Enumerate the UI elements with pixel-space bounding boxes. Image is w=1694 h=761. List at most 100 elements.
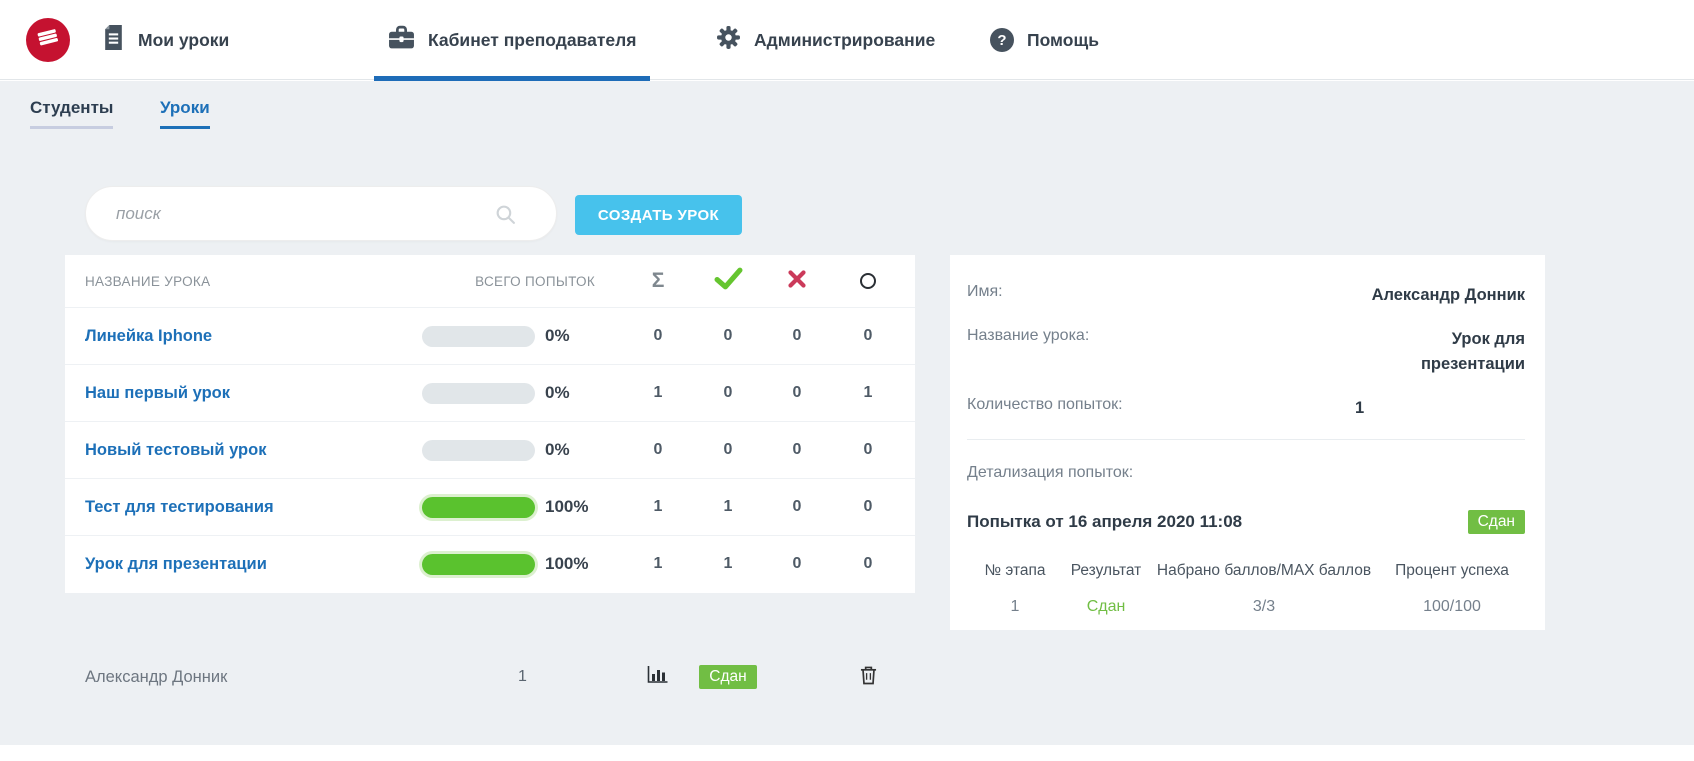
nav-tab-label: Кабинет преподавателя [428, 29, 637, 50]
nav-tab-administration[interactable]: Администрирование [716, 0, 935, 80]
failed-count: 0 [792, 555, 802, 572]
result-value: Сдан [1086, 598, 1126, 616]
detail-table-row: 1 Сдан 3/3 100/100 [967, 598, 1525, 616]
book-stack-icon [35, 25, 61, 56]
pending-count: 0 [863, 498, 873, 515]
lesson-link[interactable]: Линейка Iphone [85, 326, 213, 345]
pending-count: 0 [863, 441, 873, 458]
student-attempt-count: 1 [518, 668, 527, 685]
lesson-link[interactable]: Наш первый урок [85, 383, 230, 402]
total-count: 1 [653, 384, 663, 401]
student-name: Александр Донник [85, 667, 228, 686]
table-row: Урок для презентации 100% 1 1 0 0 [65, 535, 915, 592]
app-logo[interactable] [26, 18, 70, 62]
lessons-table: НАЗВАНИЕ УРОКА ВСЕГО ПОПЫТОК Σ Линейка I… [65, 255, 915, 593]
name-value: Александр Донник [1371, 286, 1525, 304]
top-navigation-bar: Мои уроки Кабинет преподавателя Админист… [0, 0, 1694, 81]
search-input[interactable] [86, 187, 556, 240]
info-row-lesson: Название урока: Урок для презентации [967, 327, 1525, 378]
nav-tab-label: Администрирование [754, 29, 936, 50]
success-value: 100/100 [1423, 598, 1481, 616]
lesson-label: Название урока: [967, 326, 1090, 344]
search-icon [495, 204, 516, 230]
table-row: Наш первый урок 0% 1 0 0 1 [65, 364, 915, 421]
failed-count: 0 [792, 384, 802, 401]
nav-tab-label: Помощь [1027, 29, 1099, 50]
pending-count: 1 [863, 384, 873, 401]
briefcase-icon [388, 25, 415, 55]
attempt-title: Попытка от 16 апреля 2020 11:08 [967, 512, 1243, 532]
progress-percent: 100% [545, 554, 589, 573]
bar-chart-icon[interactable] [647, 665, 669, 689]
nav-tab-my-lessons[interactable]: Мои уроки [102, 0, 229, 80]
column-header-stage: № этапа [984, 562, 1046, 580]
question-circle-icon: ? [990, 28, 1014, 52]
check-icon [714, 267, 743, 295]
stage-value: 1 [1010, 598, 1020, 616]
column-header-score: Набрано баллов/MAX баллов [1156, 562, 1372, 580]
passed-count: 1 [723, 555, 733, 572]
tab-students[interactable]: Студенты [30, 98, 114, 129]
info-row-attempts: Количество попыток: 1 [967, 396, 1525, 422]
detail-section-label: Детализация попыток: [967, 464, 1134, 482]
score-value: 3/3 [1252, 598, 1276, 616]
sigma-icon: Σ [651, 269, 665, 292]
pending-count: 0 [863, 555, 873, 572]
nav-tab-help[interactable]: ? Помощь [990, 0, 1099, 80]
create-lesson-button[interactable]: СОЗДАТЬ УРОК [575, 195, 742, 235]
failed-count: 0 [792, 498, 802, 515]
nav-tab-teacher-cabinet[interactable]: Кабинет преподавателя [373, 0, 651, 81]
progress-percent: 0% [545, 383, 570, 402]
lesson-link[interactable]: Новый тестовый урок [85, 440, 267, 459]
attempts-value: 1 [1355, 398, 1365, 417]
progress-bar [422, 553, 535, 575]
table-row: Новый тестовый урок 0% 0 0 0 0 [65, 421, 915, 478]
lesson-link[interactable]: Урок для презентации [85, 554, 267, 573]
progress-percent: 100% [545, 497, 589, 516]
detail-table-header: № этапа Результат Набрано баллов/MAX бал… [967, 562, 1525, 580]
table-row: Тест для тестирования 100% 1 1 0 0 [65, 478, 915, 535]
progress-bar [422, 382, 535, 404]
progress-percent: 0% [545, 326, 570, 345]
tab-label: Уроки [160, 98, 210, 117]
progress-bar [422, 439, 535, 461]
total-count: 1 [653, 555, 663, 572]
attempt-status-badge: Сдан [1467, 510, 1525, 535]
total-count: 1 [653, 498, 663, 515]
info-row-name: Имя: Александр Донник [967, 283, 1525, 309]
lesson-link[interactable]: Тест для тестирования [85, 497, 274, 516]
lesson-value: Урок для презентации [1420, 329, 1525, 374]
progress-percent: 0% [545, 440, 570, 459]
x-mark-icon [787, 269, 807, 294]
passed-count: 0 [723, 384, 733, 401]
total-count: 0 [653, 441, 663, 458]
tab-label: Студенты [30, 98, 114, 117]
passed-count: 0 [723, 441, 733, 458]
name-label: Имя: [967, 283, 1003, 300]
circle-outline-icon [860, 273, 876, 289]
column-header-lesson-name: НАЗВАНИЕ УРОКА [85, 273, 211, 289]
passed-count: 0 [723, 327, 733, 344]
attempt-header-row: Попытка от 16 апреля 2020 11:08 Сдан [967, 510, 1525, 535]
divider [967, 439, 1525, 441]
nav-tab-label: Мои уроки [138, 29, 230, 50]
total-count: 0 [653, 327, 663, 344]
document-icon [102, 24, 125, 56]
gear-icon [716, 25, 741, 55]
student-attempt-row: Александр Донник 1 Сдан [65, 655, 915, 699]
table-header-row: НАЗВАНИЕ УРОКА ВСЕГО ПОПЫТОК Σ [65, 255, 915, 307]
column-header-total-attempts: ВСЕГО ПОПЫТОК [475, 273, 595, 289]
tab-lessons[interactable]: Уроки [160, 98, 210, 129]
failed-count: 0 [792, 441, 802, 458]
column-header-success: Процент успеха [1395, 562, 1509, 580]
attempt-details-panel: Имя: Александр Донник Название урока: Ур… [950, 255, 1545, 630]
progress-bar [422, 496, 535, 518]
status-badge: Сдан [699, 665, 757, 689]
trash-icon[interactable] [860, 665, 877, 690]
failed-count: 0 [792, 327, 802, 344]
passed-count: 1 [723, 498, 733, 515]
column-header-result: Результат [1070, 562, 1142, 580]
table-row: Линейка Iphone 0% 0 0 0 0 [65, 307, 915, 364]
attempts-label: Количество попыток: [967, 395, 1123, 413]
